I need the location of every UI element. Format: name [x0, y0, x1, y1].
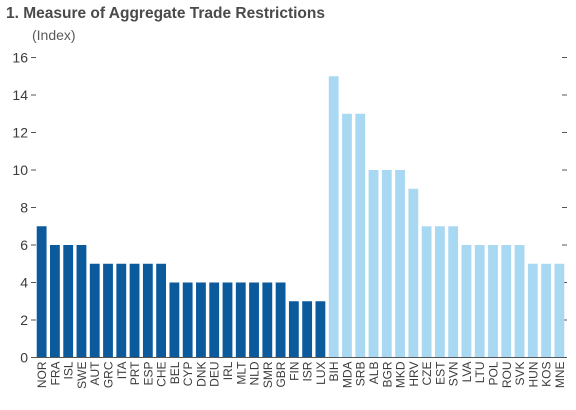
x-tick-label: LVA — [460, 362, 474, 383]
y-tick-label: 14 — [12, 87, 28, 103]
x-tick-label: CHE — [155, 362, 169, 387]
x-tick-label: ALB — [367, 362, 381, 385]
x-tick-label: FRA — [48, 362, 62, 386]
bar — [514, 245, 525, 358]
x-tick-label: SRB — [354, 362, 368, 387]
x-tick-label: DEU — [208, 362, 222, 387]
bar — [209, 282, 220, 358]
bar — [235, 282, 246, 358]
x-tick-label: BIH — [327, 362, 341, 382]
y-tick-label: 12 — [12, 125, 28, 141]
bar — [142, 263, 153, 358]
y-tick-label: 8 — [20, 200, 28, 216]
y-tick-label: 16 — [12, 50, 28, 66]
bar — [103, 263, 113, 358]
chart-subtitle: (Index) — [32, 27, 76, 43]
y-tick-label: 2 — [20, 312, 28, 328]
bar — [182, 282, 193, 358]
x-tick-label: SVK — [513, 362, 527, 386]
x-tick-label: NLD — [248, 361, 262, 385]
y-tick-label: 6 — [20, 237, 28, 253]
x-tick-label: MLT — [234, 361, 248, 385]
x-tick-label: FIN — [287, 362, 301, 381]
y-tick-label: 0 — [20, 350, 28, 366]
x-tick-label: SWE — [75, 362, 89, 389]
bar — [448, 226, 459, 358]
bar — [421, 226, 432, 358]
bar — [342, 113, 352, 358]
bar — [501, 245, 512, 358]
bar — [196, 282, 206, 358]
y-tick-label: 10 — [12, 162, 28, 178]
x-tick-label: IRL — [221, 361, 235, 380]
x-tick-label: SVN — [447, 362, 461, 387]
bar — [315, 301, 326, 358]
x-tick-label: MNE — [553, 362, 567, 389]
y-tick-label: 4 — [20, 275, 28, 291]
bar — [461, 245, 472, 358]
x-tick-label: SMR — [261, 361, 275, 388]
x-tick-label: ESP — [141, 362, 155, 386]
x-tick-label: LUX — [314, 362, 328, 385]
bar — [554, 263, 565, 358]
x-tick-label: KOS — [540, 362, 554, 387]
bar — [63, 245, 74, 358]
x-tick-label: POL — [486, 361, 500, 385]
bar — [129, 263, 140, 358]
x-tick-label: PRT — [128, 361, 142, 385]
bar — [302, 301, 313, 358]
x-tick-label: CYP — [181, 362, 195, 387]
x-tick-label: DNK — [194, 362, 208, 387]
x-tick-label: ITA — [115, 362, 129, 380]
bar — [50, 245, 60, 358]
bar — [36, 226, 47, 358]
chart-title: 1. Measure of Aggregate Trade Restrictio… — [6, 5, 325, 22]
bar — [76, 245, 87, 358]
bar — [527, 263, 538, 358]
bar — [222, 282, 233, 358]
bar — [395, 170, 405, 358]
bar — [474, 245, 485, 358]
x-tick-label: MKD — [394, 361, 408, 388]
x-tick-label: MDA — [340, 362, 354, 389]
bar — [288, 301, 299, 358]
x-tick-label: ROU — [500, 362, 514, 389]
x-tick-label: NOR — [35, 361, 49, 388]
x-tick-label: ISR — [301, 361, 315, 381]
bar — [408, 188, 419, 358]
bar — [169, 282, 180, 358]
bar — [434, 226, 445, 358]
x-tick-label: GBR — [274, 361, 288, 387]
bar — [262, 282, 273, 358]
bar — [275, 282, 286, 358]
x-tick-label: HRV — [407, 362, 421, 387]
bar — [156, 263, 167, 358]
x-tick-label: CZE — [420, 362, 434, 386]
x-tick-label: BGR — [380, 361, 394, 387]
x-tick-label: ISL — [62, 361, 76, 379]
bar — [541, 263, 551, 358]
bar — [381, 170, 392, 358]
x-tick-label: BEL — [168, 361, 182, 384]
x-tick-label: GRC — [102, 361, 116, 388]
bar — [116, 263, 127, 358]
x-tick-label: HUN — [526, 362, 540, 388]
bar — [488, 245, 498, 358]
bar — [89, 263, 100, 358]
x-tick-label: EST — [433, 361, 447, 385]
bar — [249, 282, 259, 358]
bar — [368, 170, 379, 358]
bar — [328, 76, 339, 358]
x-tick-label: LTU — [473, 362, 487, 384]
x-tick-label: AUT — [88, 361, 102, 386]
bar — [355, 113, 366, 358]
